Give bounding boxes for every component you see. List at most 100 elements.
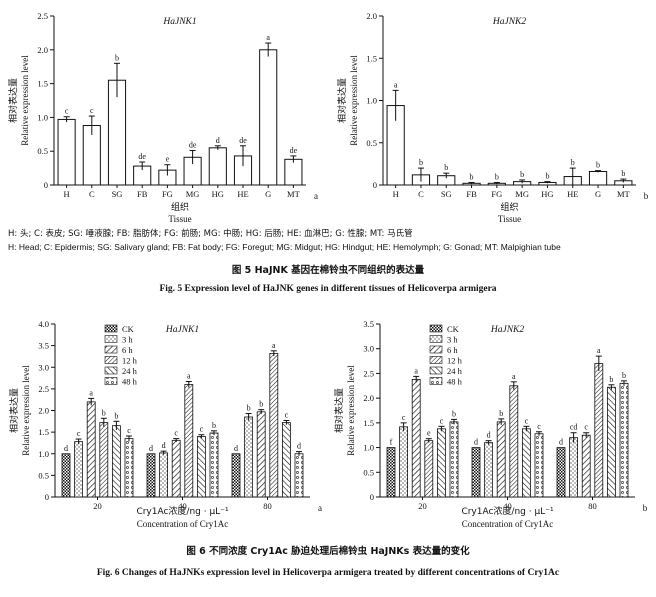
p1-x-tick-label: MG [515,189,529,199]
p3-y-tick-label: 3.0 [363,344,374,354]
p0-x-tick-label: C [89,189,95,199]
p1-x-tick-label: G [595,189,601,199]
p3-y-tick-label: 2.0 [363,393,374,403]
p3-legend-label: 6 h [447,345,458,355]
p2-y-label-en: Relative expression level [21,365,31,456]
p3-bar-letter: b [622,371,626,380]
p0-bar-letter: de [239,136,247,145]
p3-bar-letter: cd [570,423,578,432]
p3-bar-letter: b [452,409,456,418]
p1-x-tick-label: MT [617,189,631,199]
p2-legend-swatch [104,335,118,343]
p2-y-tick-label: 4.0 [38,319,49,329]
p1-y-tick-label: 2.0 [366,11,377,21]
p3-bar [424,440,434,498]
p3-bar [522,428,531,498]
p2-bar-letter: d [149,444,153,453]
p2-y-tick-label: 2.0 [38,406,49,416]
p1-bar-letter: b [596,161,600,170]
p2-x-tick-label: 40 [178,501,187,511]
p3-bar [509,385,519,498]
p3-legend-label: CK [447,324,460,334]
p0-y-tick-label: 0.5 [37,146,48,156]
p2-bar [124,438,134,498]
p2-bar-letter: b [102,408,106,417]
p0-y-tick-label: 0 [44,180,48,190]
p2-bar [256,411,266,498]
p0-x-tick-label: MT [287,189,301,199]
p3-bar-letter: a [414,366,418,375]
p2-bar-letter: d [297,442,301,451]
p0-y-tick-label: 2.5 [37,11,48,21]
p2-bar [74,441,83,498]
p2-bar [294,453,304,498]
p0-bar-letter: b [115,53,119,62]
p0-x-label-cn: 组织 [171,201,189,213]
p2-legend-label: 3 h [122,335,133,345]
p3-chart-title: HaJNK2 [490,325,525,335]
p2-x-label-en: Concentration of Cry1Ac [137,519,228,529]
p1-bar-letter: b [520,170,524,179]
p2-x-tick-label: 20 [93,501,102,511]
p3-bar-letter: a [512,372,516,381]
p2-bar [196,436,206,498]
p3-y-label-cn: 相对表达量 [333,388,345,433]
p3-bar-letter: c [584,423,588,432]
p3-bar [534,433,544,498]
p3-bar [619,382,629,498]
p2-bar-letter: b [259,400,263,409]
p2-y-tick-label: 3.0 [38,362,49,372]
fig5-caption-en: Fig. 5 Expression level of HaJNK genes i… [159,284,496,294]
p3-y-tick-label: 0.5 [363,467,374,477]
p0-x-tick-label: HE [237,189,248,199]
p3-x-tick-label: 40 [503,501,512,511]
p3-bar-letter: e [427,429,431,438]
p1-bar-letter: b [470,172,474,181]
p1-y-tick-label: 0.5 [366,138,377,148]
p2-bar-letter: c [127,426,131,435]
p2-bar-letter: c [200,425,204,434]
p2-bar-letter: b [247,404,251,413]
p1-bar-letter: b [545,172,549,181]
p3-bar [581,434,591,498]
p0-y-tick-label: 1.0 [37,112,48,122]
p3-panel-label: b [643,503,648,513]
p3-bar-letter: b [609,375,613,384]
p0-bar-letter: de [290,146,298,155]
p2-y-tick-label: 1.0 [38,449,49,459]
p0-bar-letter: a [266,33,270,42]
p2-bar [244,416,254,498]
p1-x-tick-label: HG [541,189,553,199]
p2-bar-letter: d [234,444,238,453]
p2-bar-letter: c [77,429,81,438]
p1-x-tick-label: C [418,189,424,199]
p1-bar-letter: b [571,158,575,167]
p3-bar-letter: d [474,438,478,447]
p0-panel-label: a [314,191,318,201]
p0-bar [259,49,278,186]
p0-x-tick-label: FB [137,189,148,199]
p3-bar-letter: c [525,416,529,425]
p2-y-label-cn: 相对表达量 [8,388,20,433]
p0-bar-letter: c [90,106,94,115]
p3-bar [569,437,578,498]
p2-legend-swatch [104,356,118,364]
p3-bar [436,428,446,498]
p2-bar [209,432,219,498]
p0-x-tick-label: G [265,189,271,199]
p2-bar [184,384,194,498]
p3-y-label-en: Relative expression level [346,365,356,456]
p1-y-tick-label: 1.0 [366,96,377,106]
p3-y-tick-label: 3.5 [363,319,374,329]
p1-x-label-en: Tissue [498,214,521,224]
fig5-abbreviations-cn: H: 头; C: 表皮; SG: 唾液腺; FB: 脂肪体; FG: 前肠; M… [8,228,413,239]
chart-fig5a: 0 0.5 1.0 1.5 2.0 2.5 HaJNK1 相对表达量 Relative expr… [7,11,318,224]
p0-bar [208,147,227,186]
p3-legend-label: 24 h [447,366,463,376]
p2-chart-title: HaJNK1 [165,325,199,335]
p2-bar [171,439,181,498]
p1-bar-letter: b [444,163,448,172]
p3-y-tick-label: 2.5 [363,368,374,378]
p0-y-label-cn: 相对表达量 [7,78,19,123]
